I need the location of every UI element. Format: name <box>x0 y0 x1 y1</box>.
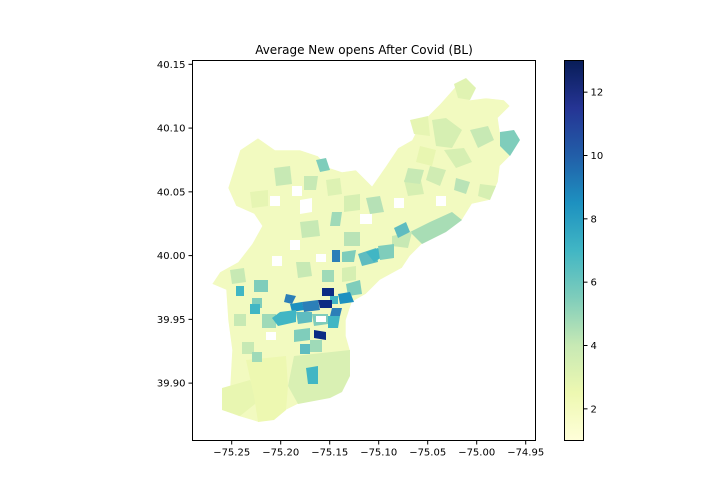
tract <box>366 196 384 214</box>
colorbar-axis: 2 4 6 8 10 12 <box>583 88 604 415</box>
tract <box>394 222 410 238</box>
x-tick-label: −74.95 <box>507 448 544 459</box>
tract <box>416 146 436 166</box>
tract <box>332 250 340 262</box>
tract <box>262 314 276 328</box>
tract <box>394 198 404 208</box>
tract <box>316 254 326 262</box>
tract <box>266 332 276 340</box>
colorbar <box>564 60 584 441</box>
tract <box>290 240 300 250</box>
tract <box>314 330 326 340</box>
tract <box>360 214 372 224</box>
tract <box>236 286 244 296</box>
tract <box>316 158 330 172</box>
tract <box>444 148 472 168</box>
tract <box>378 244 394 260</box>
tract <box>326 178 342 196</box>
tract <box>292 186 302 196</box>
x-tick-label: −75.10 <box>360 448 397 459</box>
tract <box>250 190 268 208</box>
y-tick-label: 40.10 <box>157 124 186 135</box>
tract <box>342 250 356 262</box>
y-tick-label: 40.15 <box>157 60 186 71</box>
tract <box>454 78 476 100</box>
y-tick-label: 40.00 <box>157 251 186 262</box>
tract <box>500 130 520 156</box>
tract <box>250 304 260 314</box>
tract <box>410 116 430 136</box>
colorbar-tick-label: 8 <box>591 214 597 225</box>
colorbar-tick-label: 12 <box>591 88 604 99</box>
tract <box>344 232 360 246</box>
tract <box>328 316 340 328</box>
y-tick-label: 40.05 <box>157 187 186 198</box>
x-tick-label: −75.05 <box>409 448 446 459</box>
tract <box>296 262 312 278</box>
tract <box>432 118 462 148</box>
tract <box>300 198 312 214</box>
y-tick-label: 39.95 <box>157 315 186 326</box>
tract <box>306 366 318 384</box>
colorbar-tick-label: 6 <box>591 278 597 289</box>
tract <box>252 352 262 362</box>
tract <box>330 308 342 316</box>
x-tick-label: −75.20 <box>262 448 299 459</box>
x-tick-label: −75.15 <box>311 448 348 459</box>
x-axis: −75.25 −75.20 −75.15 −75.10 −75.05 −75.00 −74.… <box>213 440 544 459</box>
tract <box>436 196 446 206</box>
tract <box>426 166 446 186</box>
tract <box>330 212 342 226</box>
tract <box>478 184 496 200</box>
tract <box>234 314 246 326</box>
tract <box>318 300 332 308</box>
tract <box>316 316 326 322</box>
tract <box>272 256 282 266</box>
tract <box>254 280 268 292</box>
tract <box>470 126 494 148</box>
colorbar-tick-label: 10 <box>591 151 604 162</box>
x-tick-label: −75.00 <box>458 448 495 459</box>
y-axis: 40.15 40.10 40.05 40.00 39.95 39.90 <box>157 60 193 390</box>
tract <box>322 270 334 282</box>
tract <box>284 294 296 304</box>
tract <box>270 196 280 206</box>
chart-title: Average New opens After Covid (BL) <box>255 43 473 57</box>
x-tick-label: −75.25 <box>213 448 250 459</box>
tract <box>246 356 288 422</box>
tract <box>342 266 356 282</box>
tract <box>274 166 292 186</box>
colorbar-tick-label: 4 <box>591 341 597 352</box>
colorbar-tick-label: 2 <box>591 404 597 415</box>
tract <box>304 176 318 190</box>
tract <box>290 302 304 312</box>
tract <box>404 168 424 184</box>
tract <box>454 178 470 194</box>
tract <box>322 288 334 296</box>
plot-frame <box>192 60 536 441</box>
tract <box>242 342 254 354</box>
tract <box>344 194 360 212</box>
tract <box>302 300 320 312</box>
tract <box>294 328 310 342</box>
tract <box>222 380 260 416</box>
tract <box>288 350 350 404</box>
tract <box>296 312 312 324</box>
tract <box>230 268 246 284</box>
tract <box>272 310 296 326</box>
tract <box>300 344 310 354</box>
y-tick-label: 39.90 <box>157 379 186 390</box>
tract <box>338 292 354 304</box>
map-layer <box>211 77 521 423</box>
tract <box>300 220 320 238</box>
tract <box>392 232 412 248</box>
tract <box>310 340 322 352</box>
tract <box>410 212 462 244</box>
